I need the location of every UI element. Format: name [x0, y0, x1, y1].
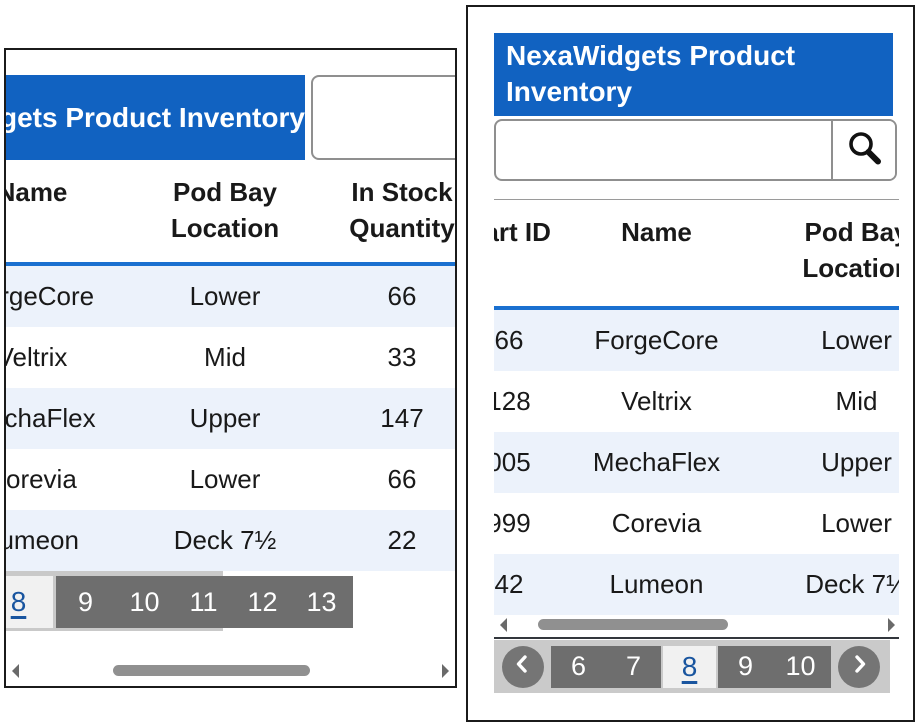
search-box	[494, 119, 897, 181]
cell-in-stock-quantity: 22	[387, 525, 417, 555]
cell-part-id: 66	[494, 325, 524, 355]
cell-name: Veltrix	[621, 386, 692, 416]
page-current[interactable]: 8	[663, 645, 716, 688]
cell-pod-bay-location: Lower	[821, 508, 892, 538]
table-scroll-content: Part ID Name Pod Bay Location 66 ForgeCo…	[494, 185, 899, 615]
cell-name: Corevia	[611, 508, 702, 538]
page-title: NexaWidgets Product Inventory	[6, 75, 305, 160]
next-page-button[interactable]	[838, 645, 880, 688]
page-number[interactable]: 12	[247, 586, 278, 617]
page-number[interactable]: 13	[306, 586, 337, 617]
cell-name: Corevia	[5, 464, 77, 494]
table-row: Veltrix Mid 33	[6, 327, 455, 388]
page-number[interactable]: 10	[785, 651, 816, 681]
horizontal-scrollbar[interactable]	[494, 617, 899, 633]
scroll-left-arrow-icon[interactable]	[12, 664, 19, 678]
page-title-text: NexaWidgets Product Inventory	[506, 40, 796, 107]
cell-name: ForgeCore	[594, 325, 719, 355]
scrollbar-thumb[interactable]	[113, 665, 310, 676]
page-number[interactable]: 9	[77, 586, 94, 617]
search-input[interactable]	[496, 121, 831, 179]
chevron-left-icon	[513, 654, 533, 679]
previous-page-button[interactable]	[502, 645, 544, 688]
cell-in-stock-quantity: 66	[387, 464, 417, 494]
cell-name: ForgeCore	[6, 281, 95, 311]
cell-part-id: 999	[494, 508, 531, 538]
table-row: 128 Veltrix Mid	[494, 371, 899, 432]
cell-in-stock-quantity: 33	[387, 342, 417, 372]
col-header-name: Name	[6, 177, 68, 207]
pagination-bar: 8 9 10 11 12 13	[6, 571, 353, 631]
col-header-pod-bay-location: Pod Bay Location	[170, 177, 280, 243]
cell-pod-bay-location: Lower	[821, 325, 892, 355]
page-title: NexaWidgets Product Inventory	[494, 33, 893, 116]
table-header-row: Part ID Name Pod Bay Location	[494, 214, 899, 302]
page-current-link[interactable]: 8	[681, 650, 698, 682]
table-row: ForgeCore Lower 66	[6, 266, 455, 327]
page-title-text: NexaWidgets Product Inventory	[6, 101, 305, 133]
table-row: Lumeon Deck 7½ 22	[6, 510, 455, 571]
col-header-pod-bay-location: Pod Bay Location	[802, 217, 899, 283]
cell-pod-bay-location: Upper	[189, 403, 261, 433]
page-number[interactable]: 11	[189, 586, 218, 617]
page-number[interactable]: 6	[570, 651, 587, 681]
pager-separator	[494, 637, 899, 639]
cell-name: Lumeon	[6, 525, 79, 555]
horizontal-scrollbar[interactable]	[6, 660, 455, 682]
page-number[interactable]: 7	[625, 651, 642, 681]
table-header-row: Name Pod Bay Location In Stock Quantity	[6, 174, 455, 262]
table-row: 42 Lumeon Deck 7½	[494, 554, 899, 615]
cell-pod-bay-location: Lower	[189, 281, 261, 311]
magnifier-icon	[845, 129, 883, 172]
chevron-right-icon	[849, 654, 869, 679]
left-page-content: NexaWidgets Product Inventory Name	[4, 50, 455, 631]
right-viewport-frame: NexaWidgets Product Inventory Part ID Na…	[466, 5, 915, 722]
header-rule	[6, 262, 455, 266]
cell-pod-bay-location: Deck 7½	[173, 525, 277, 555]
page-number[interactable]: 9	[737, 651, 754, 681]
page-number-strip: 9 10 11 12 13	[56, 576, 353, 628]
table-scroll-viewport: Part ID Name Pod Bay Location 66 ForgeCo…	[494, 185, 899, 635]
table-body: 66 ForgeCore Lower 128 Veltrix Mid 005 M…	[494, 310, 899, 615]
cell-pod-bay-location: Mid	[835, 386, 878, 416]
page-current-link[interactable]: 8	[10, 586, 27, 617]
page-number-strip: 9 10	[718, 645, 831, 688]
search-box	[310, 75, 455, 160]
scroll-left-arrow-icon[interactable]	[500, 618, 507, 632]
table-row: Corevia Lower 66	[5, 449, 455, 510]
search-input[interactable]	[312, 77, 455, 158]
table-row: MechaFlex Upper 147	[4, 388, 455, 449]
table-row: 999 Corevia Lower	[494, 493, 899, 554]
table-body: ForgeCore Lower 66 Veltrix Mid 33 MechaF…	[4, 266, 455, 571]
header-rule	[494, 306, 899, 310]
pagination-bar: 6 7 8 9 10	[494, 640, 890, 693]
page-number[interactable]: 10	[129, 586, 160, 617]
scrollbar-thumb[interactable]	[538, 619, 728, 630]
cell-name: Veltrix	[6, 342, 68, 372]
left-viewport-frame: NexaWidgets Product Inventory Name	[4, 48, 457, 688]
page-current[interactable]: 8	[6, 576, 53, 628]
col-header-name: Name	[621, 217, 692, 247]
cell-pod-bay-location: Deck 7½	[805, 569, 899, 599]
cell-in-stock-quantity: 147	[380, 403, 424, 433]
table-top-border	[494, 199, 899, 200]
cell-name: MechaFlex	[4, 403, 96, 433]
table-row: 005 MechaFlex Upper	[494, 432, 899, 493]
cell-part-id: 42	[494, 569, 524, 599]
search-button[interactable]	[831, 121, 895, 179]
cell-pod-bay-location: Lower	[189, 464, 261, 494]
cell-in-stock-quantity: 66	[387, 281, 417, 311]
cell-name: Lumeon	[609, 569, 704, 599]
cell-part-id: 005	[494, 447, 531, 477]
cell-name: MechaFlex	[592, 447, 721, 477]
scroll-right-arrow-icon[interactable]	[888, 618, 895, 632]
page-number-strip: 6 7	[551, 645, 661, 688]
cell-part-id: 128	[494, 386, 531, 416]
table-row: 66 ForgeCore Lower	[494, 310, 899, 371]
cell-pod-bay-location: Mid	[204, 342, 246, 372]
col-header-in-stock-quantity: In Stock Quantity	[349, 177, 455, 243]
scroll-right-arrow-icon[interactable]	[442, 664, 449, 678]
cell-pod-bay-location: Upper	[821, 447, 892, 477]
col-header-part-id: Part ID	[494, 217, 551, 247]
